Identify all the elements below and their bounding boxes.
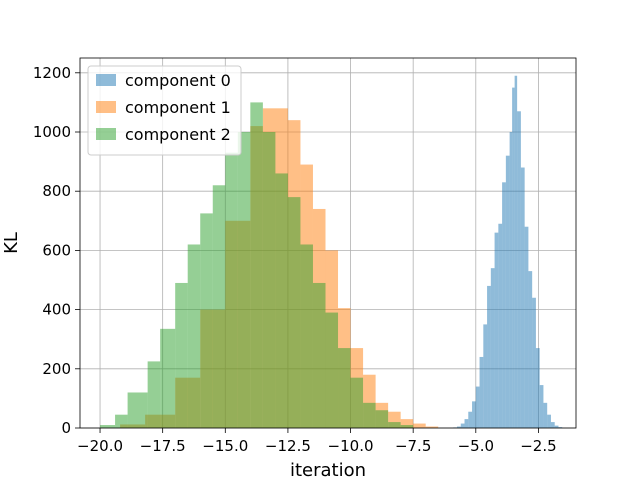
histogram-bar: [539, 385, 544, 428]
legend-swatch: [96, 128, 116, 140]
histogram-bar: [520, 167, 525, 428]
histogram-bar: [287, 197, 301, 428]
histogram-bar: [338, 348, 351, 428]
histogram-bar: [147, 361, 161, 428]
histogram-bar: [275, 173, 288, 428]
x-tick-label: −20.0: [77, 437, 123, 455]
x-tick-label: −2.5: [520, 437, 556, 455]
y-tick-label: 400: [42, 301, 71, 319]
histogram-bar: [160, 328, 176, 428]
histogram-bar: [460, 423, 465, 428]
histogram-bar: [375, 410, 389, 428]
histogram-bar: [547, 414, 551, 428]
series-2-bars: [100, 102, 414, 429]
legend-box: [87, 65, 242, 156]
histogram-bar: [250, 102, 263, 429]
histogram-bar: [517, 111, 521, 428]
histogram-bar: [127, 392, 148, 428]
histogram-bar: [524, 226, 529, 428]
plot-frame: [79, 57, 577, 429]
histogram-bar: [468, 411, 473, 428]
y-tick-label: 200: [42, 360, 71, 378]
histogram-bar: [512, 87, 515, 428]
histogram-bar: [175, 282, 188, 428]
x-axis-ticks: −20.0 −17.5 −15.0 −12.5 −10.0 −7.5 −5.0 −2.5: [77, 428, 557, 455]
histogram-bar: [325, 312, 339, 428]
histogram-bar: [505, 155, 510, 428]
histogram-bar: [350, 377, 364, 428]
legend-label: component 0: [125, 71, 231, 90]
histogram-bar: [237, 132, 251, 428]
histogram-bar: [509, 132, 513, 428]
histogram-bar: [498, 223, 503, 428]
x-tick-label: −17.5: [140, 437, 186, 455]
histogram-bar: [400, 425, 414, 428]
legend-label: component 1: [125, 98, 231, 117]
y-axis-label: KL: [1, 232, 22, 254]
histogram-bar: [472, 401, 476, 428]
histogram-bar: [225, 152, 238, 428]
bars: [100, 75, 563, 429]
histogram-bar: [554, 425, 559, 428]
histogram-bar: [479, 356, 484, 428]
histogram-bar: [212, 185, 226, 428]
x-tick-label: −10.0: [328, 437, 374, 455]
x-tick-label: −12.5: [265, 437, 311, 455]
histogram-bar: [550, 422, 555, 428]
histogram-bar: [413, 423, 426, 428]
x-axis-label: iteration: [290, 460, 366, 480]
histogram-bar: [200, 213, 213, 428]
histogram-bar: [535, 348, 540, 428]
histogram-bar: [514, 75, 518, 428]
histogram-bar: [363, 402, 376, 428]
histogram-bar: [100, 425, 116, 428]
histogram-bar: [502, 182, 506, 428]
histogram-bar: [464, 419, 469, 428]
histogram-bar: [487, 285, 491, 428]
histogram-bar: [262, 132, 276, 428]
histogram-bar: [388, 422, 401, 428]
histogram-bar: [400, 419, 414, 428]
x-tick-label: −15.0: [202, 437, 248, 455]
x-tick-label: −5.0: [458, 437, 494, 455]
histogram-bar: [532, 297, 536, 428]
histogram-bar: [490, 268, 495, 428]
y-tick-label: 1000: [33, 123, 71, 141]
legend-label: component 2: [125, 125, 231, 144]
y-tick-label: 600: [42, 241, 71, 259]
histogram-bar: [543, 402, 548, 428]
histogram-bar: [425, 426, 439, 428]
histogram-bar: [558, 427, 563, 428]
histogram-bar: [494, 232, 499, 428]
series-0-bars: [453, 75, 563, 428]
legend-swatch: [96, 74, 116, 86]
y-tick-label: 1200: [33, 64, 71, 82]
histogram-bar: [115, 414, 128, 428]
y-axis-ticks: 0 200 400 600 800 1000 1200: [33, 64, 80, 437]
histogram-bar: [475, 386, 480, 428]
y-tick-label: 800: [42, 182, 71, 200]
y-tick-label: 0: [61, 419, 71, 437]
histogram-bar: [457, 426, 461, 428]
histogram-bar: [312, 282, 326, 428]
histogram-bar: [187, 244, 201, 428]
legend-swatch: [96, 101, 116, 113]
legend: component 0 component 1 component 2: [87, 65, 242, 156]
histogram-bar: [483, 324, 488, 428]
histogram-bar: [528, 271, 533, 428]
histogram-bar: [300, 244, 313, 428]
x-tick-label: −7.5: [395, 437, 431, 455]
